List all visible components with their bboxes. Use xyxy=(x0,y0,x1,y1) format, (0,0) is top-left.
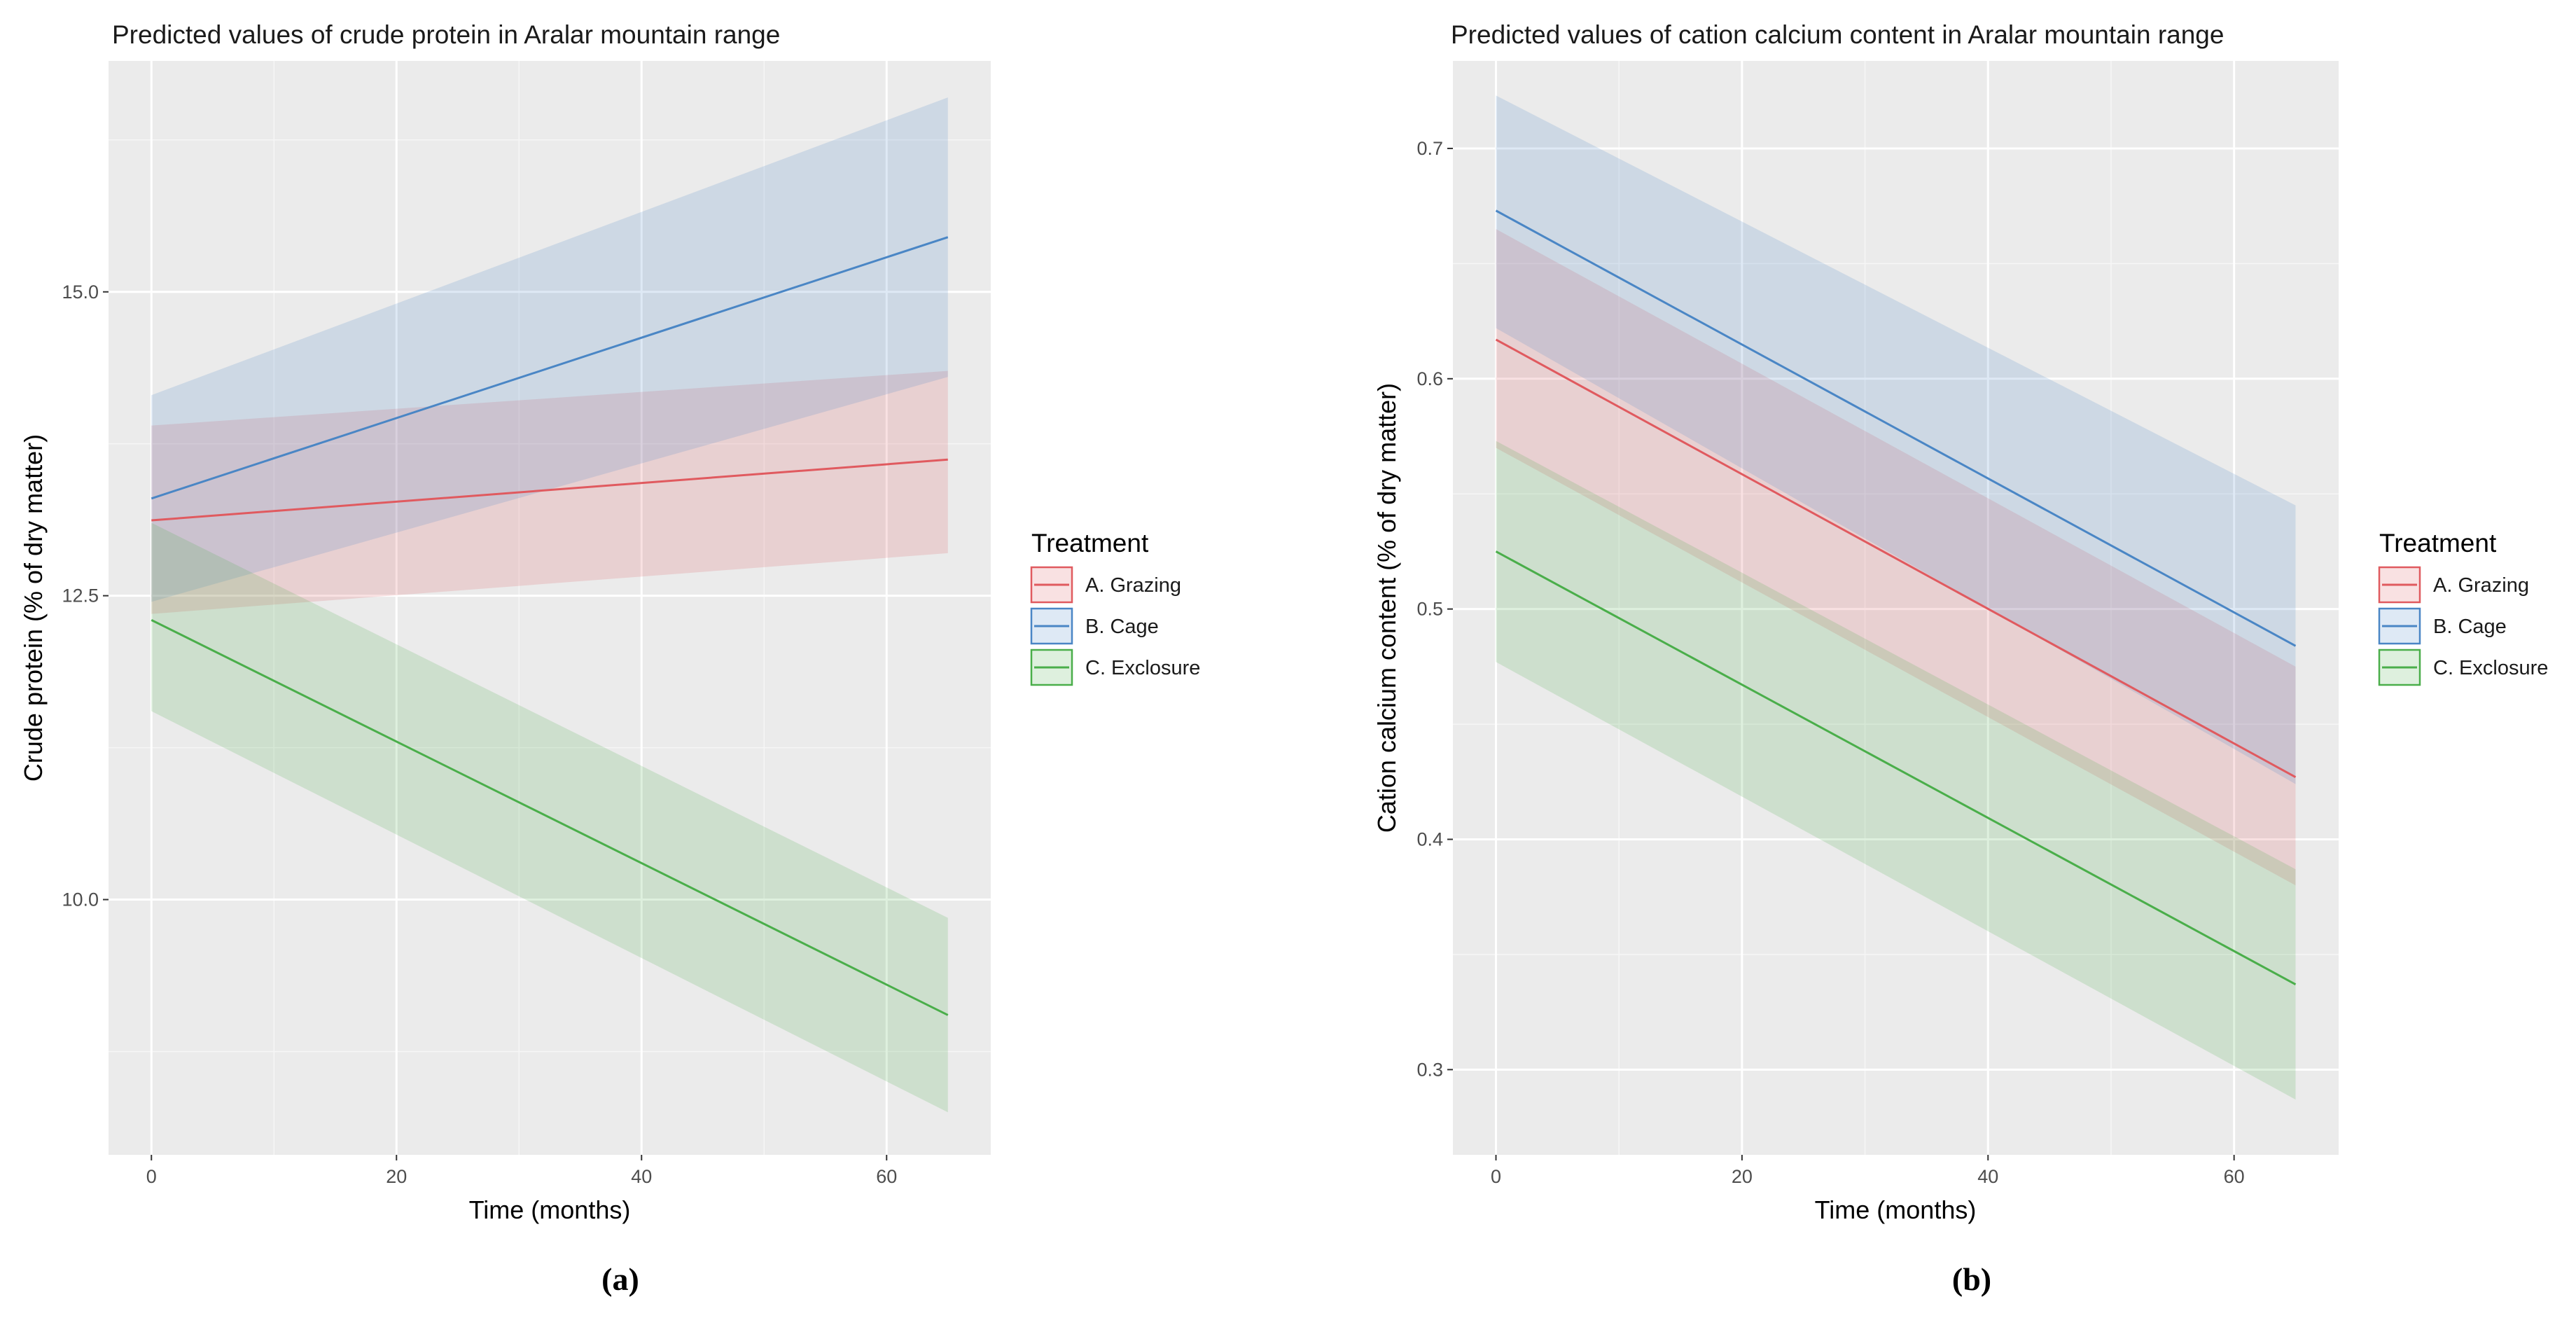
legend-title-a: Treatment xyxy=(1031,529,1149,557)
series-line-b-cage xyxy=(1495,209,2297,647)
y-ticks-b: 0.3 0.4 0.5 0.6 0.7 xyxy=(1416,138,1453,1080)
x-tick-label: 20 xyxy=(1732,1166,1753,1187)
series-line-a-grazing xyxy=(1495,338,2297,779)
series-lines-a xyxy=(151,236,949,1016)
x-axis-label-a: Time (months) xyxy=(469,1195,631,1224)
y-tick-label: 0.4 xyxy=(1416,828,1443,849)
confidence-band-b-cage xyxy=(1496,95,2296,784)
legend-label-a-grazing: A. Grazing xyxy=(2433,574,2529,597)
series-line-b-cage xyxy=(151,236,949,500)
y-ticks-a: 10.0 12.5 15.0 xyxy=(62,282,109,910)
x-tick-label: 0 xyxy=(146,1166,157,1187)
chart-title-a: Predicted values of crude protein in Ara… xyxy=(112,20,780,49)
legend-label-c-exclosure: C. Exclosure xyxy=(1085,657,1200,679)
chart-panel-a: Predicted values of crude protein in Ara… xyxy=(19,20,1200,1297)
series-line-c-exclosure xyxy=(151,619,949,1016)
x-tick-label: 20 xyxy=(386,1166,407,1187)
y-tick-label: 0.3 xyxy=(1416,1059,1443,1080)
y-tick-label: 10.0 xyxy=(62,889,99,910)
panel-caption-b: (b) xyxy=(1952,1261,1991,1297)
legend-label-a-grazing: A. Grazing xyxy=(1085,574,1181,597)
legend-label-b-cage: B. Cage xyxy=(2433,616,2507,638)
y-axis-label-b: Cation calcium content (% of dry matter) xyxy=(1372,383,1401,833)
y-tick-label: 0.6 xyxy=(1416,368,1443,389)
legend-a: Treatment A. Grazing B. Cage C. Exclosure xyxy=(1030,529,1200,686)
y-tick-label: 0.7 xyxy=(1416,138,1443,159)
confidence-band-c-exclosure xyxy=(1496,441,2296,1100)
x-tick-label: 60 xyxy=(876,1166,897,1187)
legend-title-b: Treatment xyxy=(2379,529,2497,557)
legend-label-b-cage: B. Cage xyxy=(1085,616,1159,638)
y-axis-label-a: Crude protein (% of dry matter) xyxy=(19,434,48,782)
y-tick-label: 12.5 xyxy=(62,585,99,606)
x-tick-label: 0 xyxy=(1491,1166,1501,1187)
x-tick-label: 60 xyxy=(2224,1166,2245,1187)
chart-title-b: Predicted values of cation calcium conte… xyxy=(1451,20,2224,49)
series-lines-b xyxy=(1495,209,2297,985)
x-tick-label: 40 xyxy=(631,1166,652,1187)
series-line-a-grazing xyxy=(151,458,948,522)
grid-a xyxy=(109,61,991,1155)
legend-b: Treatment A. Grazing B. Cage C. Exclosure xyxy=(2378,529,2548,686)
plot-background-a xyxy=(109,61,991,1155)
panel-caption-a: (a) xyxy=(601,1261,639,1297)
grid-b xyxy=(1453,61,2339,1155)
x-tick-label: 40 xyxy=(1977,1166,1998,1187)
y-tick-label: 0.5 xyxy=(1416,599,1443,620)
x-ticks-b: 0 20 40 60 xyxy=(1491,1155,2245,1187)
chart-panel-b: Predicted values of cation calcium conte… xyxy=(1372,20,2548,1297)
y-tick-label: 15.0 xyxy=(62,282,99,303)
series-line-c-exclosure xyxy=(1495,550,2297,985)
confidence-band-b-cage xyxy=(151,97,948,602)
x-axis-label-b: Time (months) xyxy=(1815,1195,1977,1224)
legend-label-c-exclosure: C. Exclosure xyxy=(2433,657,2548,679)
confidence-band-a-grazing xyxy=(151,370,948,614)
x-ticks-a: 0 20 40 60 xyxy=(146,1155,897,1187)
